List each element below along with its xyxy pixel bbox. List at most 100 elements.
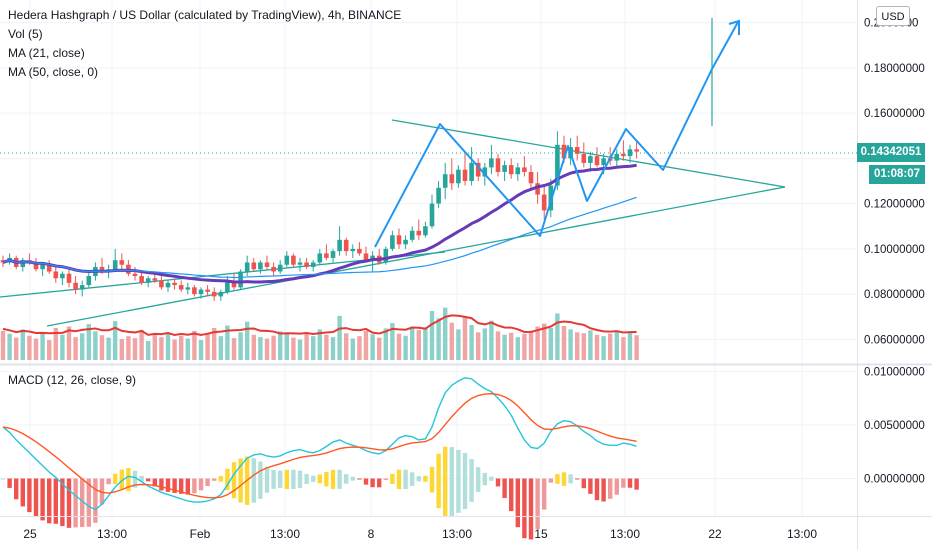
time-tick-label: 13:00 xyxy=(270,527,300,541)
candle-body xyxy=(185,287,191,290)
price-tick-label: 0.10000000 xyxy=(864,244,925,256)
volume-ma-line xyxy=(2,314,637,336)
volume-bar xyxy=(344,333,349,360)
volume-bar xyxy=(608,333,613,360)
currency-button[interactable]: USD xyxy=(876,6,910,26)
macd-title[interactable]: MACD (12, 26, close, 9) xyxy=(8,373,137,387)
macd-histogram-bar xyxy=(172,478,177,493)
price-tick-label: 0.12000000 xyxy=(864,199,925,211)
macd-histogram-bar xyxy=(363,478,369,485)
candle-body xyxy=(581,153,587,163)
candle-body xyxy=(291,255,296,265)
candle-body xyxy=(145,278,151,283)
candle-body xyxy=(159,280,164,288)
macd-histogram-bar xyxy=(594,478,600,501)
macd-histogram-bar xyxy=(436,453,441,509)
legend-ma50[interactable]: MA (50, close, 0) xyxy=(8,65,99,79)
macd-histogram-bar xyxy=(324,471,329,487)
volume-ma-line xyxy=(2,314,637,336)
macd-histogram-bar xyxy=(238,458,243,503)
volume-bar xyxy=(568,329,573,360)
candle-body xyxy=(403,239,408,245)
macd-histogram-bar xyxy=(575,478,580,480)
volume-bar xyxy=(456,329,461,360)
legend-ma21[interactable]: MA (21, close) xyxy=(8,46,85,60)
macd-histogram-bar xyxy=(357,478,362,480)
macd-histogram-bar xyxy=(627,478,633,488)
candle-body xyxy=(251,262,257,270)
symbol-title[interactable]: Hedera Hashgraph / US Dollar (calculated… xyxy=(8,8,402,22)
ma50-line xyxy=(2,196,637,279)
volume-bar xyxy=(73,337,78,360)
candle-body xyxy=(508,165,514,175)
candle-body xyxy=(469,162,474,181)
volume-bar xyxy=(225,325,230,360)
macd-histogram-bar xyxy=(476,467,481,493)
legend-volume[interactable]: Vol (5) xyxy=(8,27,43,41)
volume-bar xyxy=(614,330,619,360)
volume-bar xyxy=(363,330,369,360)
macd-histogram-bar xyxy=(139,475,144,482)
price-tick-label: 0.18000000 xyxy=(864,63,925,75)
candle-body xyxy=(343,239,349,252)
macd-histogram-bar xyxy=(489,476,494,481)
macd-histogram-bar xyxy=(33,478,39,517)
candle-body xyxy=(99,266,105,272)
macd-histogram-bar xyxy=(251,458,256,503)
price-tick-label: 0.08000000 xyxy=(864,289,925,301)
macd-histogram-bar xyxy=(47,478,52,524)
volume-bar xyxy=(139,329,144,360)
volume-bar xyxy=(14,337,19,360)
macd-histogram-bar xyxy=(53,478,58,524)
macd-histogram-bar xyxy=(535,478,540,530)
volume-bar xyxy=(258,337,263,360)
candle-body xyxy=(594,156,600,166)
candle-body xyxy=(614,153,620,161)
macd-histogram-bar xyxy=(60,478,65,527)
volume-bar xyxy=(542,323,547,360)
time-tick-label: 15 xyxy=(534,527,548,541)
volume-bar xyxy=(317,329,322,360)
candle-body xyxy=(409,230,415,240)
macd-histogram-bar xyxy=(291,469,296,489)
candle-body xyxy=(258,262,263,270)
macd-histogram-bar xyxy=(304,473,309,484)
volume-bar xyxy=(581,333,586,360)
macd-tick-label: 0.00000000 xyxy=(864,474,925,486)
candle-body xyxy=(634,149,639,152)
time-tick-label: 13:00 xyxy=(610,527,640,541)
volume-bar xyxy=(509,332,514,360)
macd-histogram-bar xyxy=(495,478,501,487)
macd-histogram-bar xyxy=(350,476,355,481)
candle-body xyxy=(627,149,633,157)
volume-bar xyxy=(132,338,138,360)
candle-body xyxy=(238,271,243,288)
volume-bar xyxy=(218,336,223,360)
volume-bar xyxy=(192,330,197,360)
candle-body xyxy=(423,226,428,236)
volume-bar xyxy=(20,329,25,360)
volume-bar xyxy=(66,326,72,360)
volume-bar xyxy=(146,341,151,360)
macd-histogram-bar xyxy=(99,478,105,505)
legend-macd: MACD (12, 26, close, 9) xyxy=(8,371,136,390)
volume-bar xyxy=(337,315,342,360)
projection-arrowhead xyxy=(728,19,740,35)
volume-bar xyxy=(396,333,402,360)
volume-bar xyxy=(449,322,454,360)
candle-body xyxy=(574,147,580,154)
macd-histogram-bar xyxy=(119,469,124,490)
candle-body xyxy=(20,260,26,267)
candle-body xyxy=(79,285,85,290)
macd-histogram-bar xyxy=(522,478,527,539)
candle-body xyxy=(244,262,250,272)
candle-body xyxy=(621,153,626,157)
volume-bar xyxy=(185,338,190,360)
candle-body xyxy=(119,260,125,265)
candle-body xyxy=(535,183,540,195)
volume-bar xyxy=(502,334,507,360)
macd-histogram-bar xyxy=(555,474,560,484)
volume-bar xyxy=(601,336,606,360)
